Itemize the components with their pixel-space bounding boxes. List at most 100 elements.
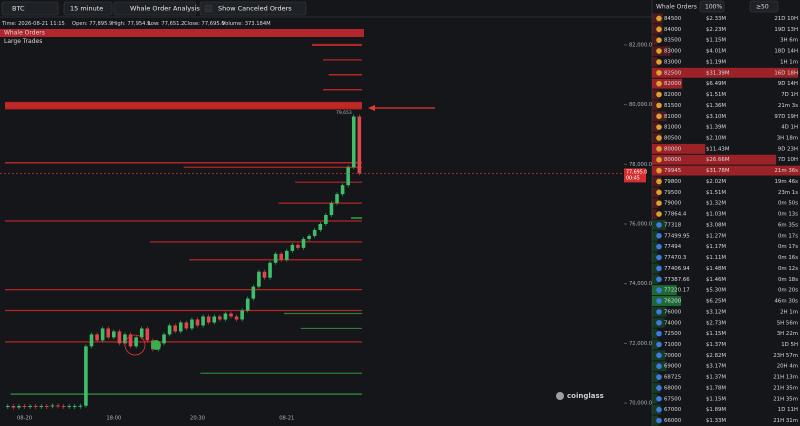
candle [61, 406, 66, 408]
order-amount: $1.11M [706, 255, 726, 261]
candle [201, 316, 205, 326]
order-price: 77387.66 [664, 277, 690, 283]
candle [95, 334, 99, 341]
exchange-icon [656, 156, 662, 163]
ohlc-info: Time: 2026-08-21 11:15 Open: 77,895.9 High… [1, 21, 271, 27]
exchange-icon [656, 113, 662, 120]
min-select[interactable] [749, 0, 779, 13]
order-price: 77499.95 [664, 233, 690, 239]
order-age: 21H 13m [773, 375, 798, 381]
order-age: 0m 20s [778, 288, 798, 294]
arrow-head [368, 105, 375, 111]
y-tick-label: 76,000.0 [629, 221, 652, 227]
order-price: 80500 [664, 135, 682, 141]
order-age: 3H 22m [777, 331, 798, 337]
min-filter: ≥50 [756, 4, 769, 11]
order-age: 23m 1s [778, 190, 798, 196]
y-tick-label: 74,000.0 [629, 281, 652, 287]
y-tick-label: 80,000.0 [629, 102, 652, 108]
candle [17, 406, 21, 408]
ohlc-item: Time: 2026-08-21 11:15 [1, 21, 65, 27]
order-amount: $1.51M [706, 190, 726, 196]
amount-bar [652, 263, 659, 274]
candle [195, 319, 200, 326]
amount-bar [652, 383, 661, 393]
analysis: Whale Order Analysis [130, 5, 200, 13]
order-age: 4D 1H [781, 125, 798, 131]
amount-bar [652, 187, 660, 198]
order-amount: $1.32M [706, 201, 726, 207]
exchange-icon [656, 385, 662, 391]
amount-bar [652, 415, 659, 426]
order-amount: $1.19M [706, 59, 726, 65]
order-price: 81000 [664, 114, 682, 120]
candle [39, 406, 44, 408]
order-age: 19D 13H [774, 27, 798, 33]
order-price: 84000 [664, 27, 682, 33]
exchange-icon [656, 374, 662, 380]
order-price: 74000 [664, 320, 682, 326]
candle [245, 298, 250, 311]
exchange-icon [656, 135, 662, 141]
order-amount: $1.33M [706, 418, 726, 424]
order-price: 76200 [664, 299, 682, 305]
legend-item[interactable]: Whale Orders [4, 30, 45, 37]
order-price: 82000 [664, 81, 682, 87]
amount-bar [652, 296, 682, 306]
order-amount: $1.48M [706, 266, 726, 272]
ohlc-item: Open: 77,895.9 [72, 21, 112, 27]
exchange-icon [656, 298, 662, 304]
order-price: 82500 [664, 70, 682, 76]
order-age: 2H 1m [780, 309, 798, 315]
candle [206, 316, 211, 323]
order-age: 0m 17s [778, 233, 798, 239]
candle [240, 310, 244, 320]
chart: 82,000.0 80,000.0 78,000.0 76,000.0 74,000.0… [0, 42, 652, 422]
order-price: 68725 [664, 375, 681, 381]
order-price: 67500 [664, 396, 682, 402]
order-age: 0m 17s [778, 244, 798, 250]
order-amount: $31.78M [706, 168, 730, 174]
order-age: 1D 5H [781, 342, 798, 348]
interval: 15 minute [70, 5, 103, 13]
candle [346, 167, 350, 186]
exchange-icon [656, 59, 662, 65]
order-age: 3H 18m [777, 135, 798, 141]
order-price: 77318 [664, 222, 682, 228]
order-amount: $2.33M [706, 16, 726, 22]
peak-label: 79,653 [336, 110, 352, 116]
amount-bar [652, 165, 800, 176]
analysis-button[interactable]: Whale Order Analysis [113, 1, 200, 16]
candle [257, 271, 261, 287]
order-amount: $1.78M [706, 385, 726, 391]
canceled-toggle[interactable]: Show Canceled Orders [199, 1, 307, 16]
order-age: 97D 19H [774, 114, 798, 120]
order-age: 19m 46s [775, 179, 799, 185]
x-tick-label: 20:30 [190, 416, 205, 422]
order-age: 0m 18s [778, 277, 798, 283]
candle [28, 406, 32, 408]
candle [357, 116, 362, 174]
order-amount: $1.03M [706, 212, 726, 218]
amount-bar [652, 35, 658, 46]
interval-select[interactable]: 15 minute [63, 1, 113, 16]
amount-bar [652, 230, 658, 241]
symbol-select[interactable]: BTC [1, 1, 59, 16]
candle [56, 405, 60, 407]
order-age: 21H 31m [773, 418, 798, 424]
amount-bar [652, 198, 659, 209]
exchange-icon [656, 276, 662, 283]
order-price: 81000 [664, 125, 682, 131]
order-amount: $2.02M [706, 179, 726, 185]
exchange-icon [656, 243, 662, 250]
x-tick-label: 18:00 [106, 416, 121, 422]
legend-item[interactable]: Large Trades [4, 38, 42, 45]
order-age: 9D 23H [778, 146, 798, 152]
candle [78, 405, 83, 407]
exchange-icon [656, 287, 662, 293]
exchange-icon [656, 309, 662, 315]
order-amount: $6.25M [706, 299, 726, 305]
zoom-select[interactable] [699, 0, 725, 13]
candle [145, 328, 150, 341]
candle [84, 346, 88, 406]
